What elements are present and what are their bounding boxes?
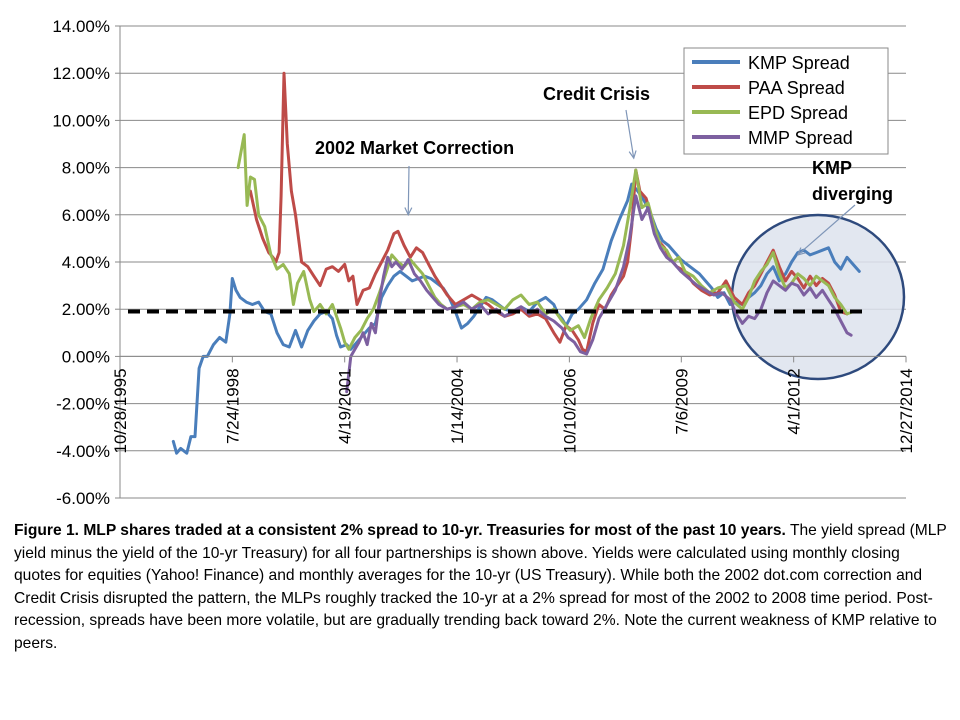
caption-title: Figure 1. MLP shares traded at a consist… (14, 522, 786, 539)
annotations: Credit Crisis 2002 Market Correction KMP… (315, 84, 893, 256)
x-tick-label-7: 12/27/2014 (897, 368, 916, 453)
arrow-kmp-diverging-head (796, 247, 806, 256)
annotation-credit-crisis: Credit Crisis (543, 84, 650, 104)
legend-label-kmp-spread: KMP Spread (748, 53, 850, 73)
caption-body: The yield spread (MLP yield minus the yi… (14, 522, 947, 652)
x-tick-label-0: 10/28/1995 (111, 368, 130, 453)
legend-label-epd-spread: EPD Spread (748, 103, 848, 123)
arrow-2002-correction (407, 165, 410, 215)
figure-caption: Figure 1. MLP shares traded at a consist… (14, 520, 950, 656)
y-tick-label-4: 2.00% (62, 300, 110, 319)
y-tick-label-2: -2.00% (56, 395, 110, 414)
legend-label-mmp-spread: MMP Spread (748, 128, 853, 148)
spread-chart: -6.00% -4.00% -2.00% 0.00% 2.00% 4.00% 6.00% 8.… (52, 17, 916, 508)
annotation-kmp: KMP (812, 158, 852, 178)
arrow-credit-crisis (625, 109, 635, 159)
y-tick-label-9: 12.00% (52, 64, 110, 83)
x-tick-label-3: 1/14/2004 (448, 368, 467, 444)
y-tick-label-8: 10.00% (52, 111, 110, 130)
x-tick-label-5: 7/6/2009 (672, 368, 691, 434)
series-line-mmp-spread (345, 194, 853, 394)
arrow-2002-correction-head (404, 207, 413, 217)
annotation-diverging: diverging (812, 184, 893, 204)
legend: KMP Spread PAA Spread EPD Spread MMP Spread (683, 47, 889, 155)
y-tick-label-10: 14.00% (52, 17, 110, 36)
x-tick-label-1: 7/24/1998 (223, 368, 242, 444)
x-tick-label-4: 10/10/2006 (560, 368, 579, 453)
legend-label-paa-spread: PAA Spread (748, 78, 845, 98)
series-line-paa-spread (248, 71, 849, 354)
arrow-credit-crisis-head (628, 150, 637, 160)
y-tick-label-3: 0.00% (62, 347, 110, 366)
y-tick-label-1: -4.00% (56, 442, 110, 461)
annotation-2002-market-correction: 2002 Market Correction (315, 138, 514, 158)
y-tick-label-6: 6.00% (62, 206, 110, 225)
x-tick-label-2: 4/19/2001 (336, 368, 355, 444)
y-tick-label-5: 4.00% (62, 253, 110, 272)
y-tick-label-0: -6.00% (56, 489, 110, 508)
x-tick-label-6: 4/1/2012 (785, 368, 804, 434)
axes: -6.00% -4.00% -2.00% 0.00% 2.00% 4.00% 6.00% 8.… (52, 17, 916, 508)
series-line-epd-spread (236, 133, 855, 351)
y-tick-label-7: 8.00% (62, 159, 110, 178)
arrow-kmp-diverging (797, 204, 856, 256)
